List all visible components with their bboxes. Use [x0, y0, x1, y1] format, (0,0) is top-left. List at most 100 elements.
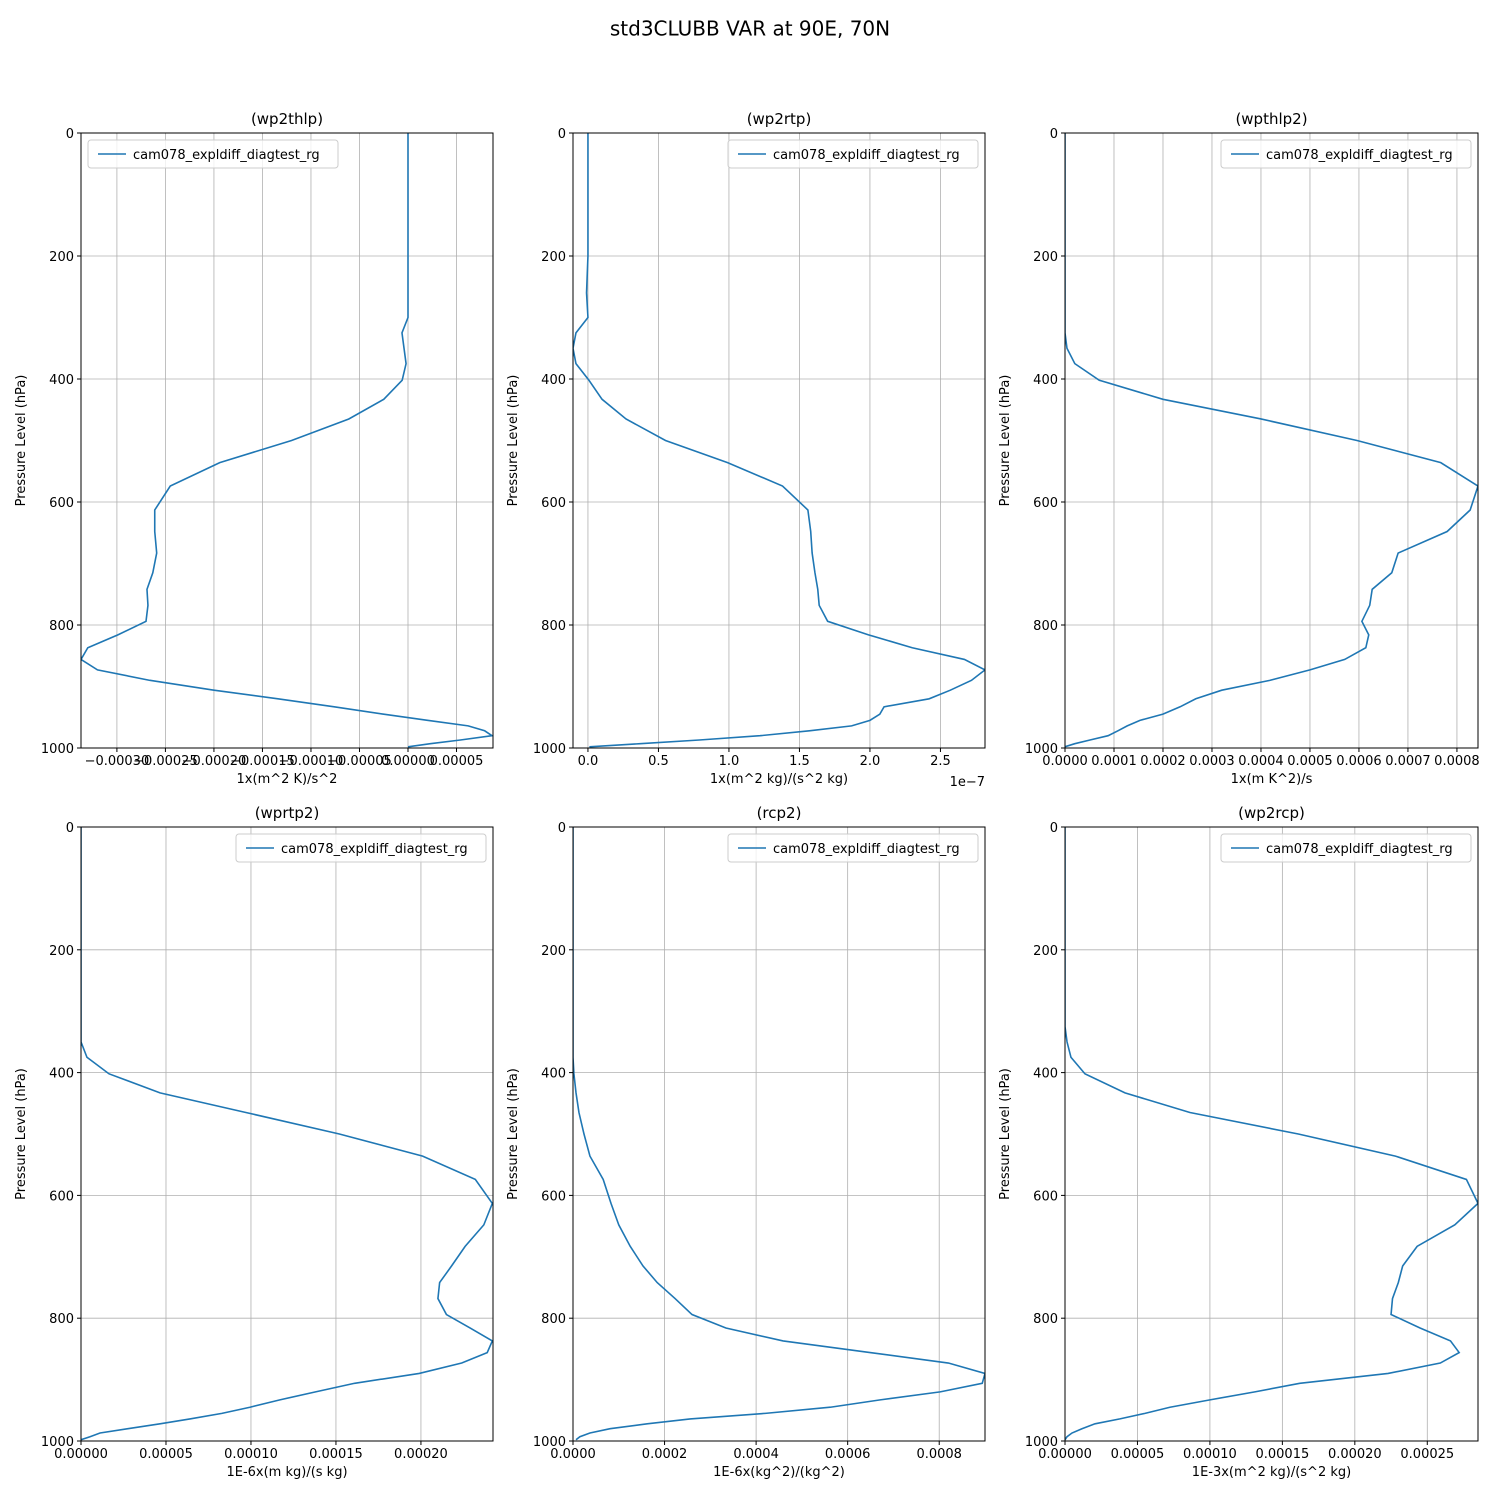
x-axis-label: 1x(m K^2)/s: [1231, 772, 1313, 787]
x-tick-label: 2.0: [860, 754, 881, 769]
y-tick-label: 0: [1050, 127, 1058, 142]
x-tick-label: 0.00015: [309, 1447, 363, 1462]
y-tick-label: 0: [558, 127, 566, 142]
y-tick-label: 0: [66, 127, 74, 142]
axes-frame: [1064, 826, 1479, 1442]
y-tick-label: 0: [66, 821, 74, 836]
x-tick-label: 0.0005: [1287, 754, 1333, 769]
y-tick-label: 800: [541, 619, 566, 634]
legend-label: cam078_expldiff_diagtest_rg: [773, 148, 960, 163]
y-tick-label: 200: [49, 250, 74, 265]
x-tick-label: 0.00020: [394, 1447, 448, 1462]
figure-title: std3CLUBB VAR at 90E, 70N: [610, 17, 890, 41]
profile-line: [1065, 133, 1478, 748]
legend-box: [1220, 139, 1472, 169]
profile-line: [81, 133, 493, 748]
subplot: 0.00000 0.00005 0.00010 0.00015 0.00020 0 200 4…: [14, 804, 494, 1480]
y-tick-label: 600: [49, 496, 74, 511]
y-tick-label: 1000: [41, 1435, 74, 1450]
y-tick-label: 1000: [1025, 1435, 1058, 1450]
x-tick-label: 0.0008: [1434, 754, 1480, 769]
x-tick-label: 0.00000: [1038, 1447, 1092, 1462]
legend-box: [727, 139, 979, 169]
subplot-title: (wpthlp2): [1235, 110, 1307, 128]
y-tick-label: 400: [541, 373, 566, 388]
y-tick-label: 600: [541, 1189, 566, 1204]
x-tick-label: 0.0004: [733, 1447, 779, 1462]
subplot-title: (rcp2): [757, 804, 802, 822]
y-tick-label: 400: [1033, 373, 1058, 388]
x-tick-label: 0.00005: [1111, 1447, 1165, 1462]
legend-label: cam078_expldiff_diagtest_rg: [133, 148, 320, 163]
subplot-title: (wprtp2): [255, 804, 320, 822]
y-tick-label: 800: [49, 619, 74, 634]
subplot: 0.0000 0.0002 0.0004 0.0006 0.0008 0 200 400 600…: [506, 804, 986, 1480]
x-tick-label: 0.00010: [1183, 1447, 1237, 1462]
axes-frame: [80, 826, 494, 1442]
x-tick-label: −0.00020: [182, 754, 247, 769]
y-tick-label: 1000: [1025, 742, 1058, 757]
profile-line: [573, 133, 985, 748]
y-tick-label: 200: [49, 944, 74, 959]
y-tick-label: 600: [1033, 496, 1058, 511]
x-tick-label: 0.0006: [1336, 754, 1382, 769]
x-tick-label: 0.00005: [430, 754, 484, 769]
x-tick-label: 0.00000: [54, 1447, 108, 1462]
axes-frame: [572, 826, 986, 1442]
subplot: 0.0 0.5 1.0 1.5 2.0 2.5 0 200 400 600 800 1000 (wp2r…: [506, 110, 986, 790]
x-tick-label: 0.0008: [916, 1447, 962, 1462]
y-tick-label: 0: [558, 821, 566, 836]
y-tick-label: 1000: [533, 742, 566, 757]
x-tick-label: 0.0000: [1042, 754, 1088, 769]
y-tick-label: 0: [1050, 821, 1058, 836]
x-axis-label: 1E-3x(m^2 kg)/(s^2 kg): [1192, 1465, 1351, 1480]
x-tick-label: 2.5: [930, 754, 951, 769]
subplot-title: (wp2rtp): [747, 110, 812, 128]
subplot-title: (wp2thlp): [251, 110, 323, 128]
y-tick-label: 200: [541, 944, 566, 959]
x-tick-label: 0.5: [648, 754, 669, 769]
y-tick-label: 600: [49, 1189, 74, 1204]
axes-frame: [1064, 132, 1479, 749]
subplot: 0.00000 0.00005 0.00010 0.00015 0.00020 0.000…: [998, 804, 1479, 1480]
legend-box: [727, 833, 979, 863]
x-tick-label: −0.00030: [85, 754, 150, 769]
subplot: −0.00030−0.00025−0.00020−0.00015−0.00010…: [14, 110, 494, 787]
x-axis-label: 1x(m^2 K)/s^2: [237, 772, 338, 787]
y-tick-label: 400: [49, 373, 74, 388]
y-tick-label: 1000: [41, 742, 74, 757]
y-axis-label: Pressure Level (hPa): [998, 1068, 1013, 1200]
subplot-title: (wp2rcp): [1238, 804, 1305, 822]
y-tick-label: 400: [541, 1067, 566, 1082]
y-tick-label: 200: [1033, 944, 1058, 959]
x-tick-label: 0.0: [578, 754, 599, 769]
x-tick-label: 0.00020: [1328, 1447, 1382, 1462]
profile-line: [81, 827, 493, 1441]
y-tick-label: 600: [1033, 1189, 1058, 1204]
x-tick-label: 0.00005: [139, 1447, 193, 1462]
x-tick-label: 0.0003: [1189, 754, 1235, 769]
x-tick-label: 0.0002: [1140, 754, 1186, 769]
y-tick-label: 1000: [533, 1435, 566, 1450]
x-tick-label: 0.00025: [1400, 1447, 1454, 1462]
y-tick-label: 800: [1033, 619, 1058, 634]
y-axis-label: Pressure Level (hPa): [14, 375, 29, 507]
x-tick-label: 1.0: [719, 754, 740, 769]
y-tick-label: 400: [49, 1067, 74, 1082]
x-offset-label: 1e−7: [950, 775, 985, 790]
legend-box: [235, 833, 487, 863]
x-tick-label: 0.00015: [1255, 1447, 1309, 1462]
legend-label: cam078_expldiff_diagtest_rg: [773, 842, 960, 857]
y-axis-label: Pressure Level (hPa): [506, 375, 521, 507]
axes-frame: [80, 132, 494, 749]
y-axis-label: Pressure Level (hPa): [14, 1068, 29, 1200]
x-tick-label: 0.0001: [1091, 754, 1137, 769]
x-axis-label: 1x(m^2 kg)/(s^2 kg): [710, 772, 848, 787]
y-tick-label: 200: [1033, 250, 1058, 265]
x-tick-label: 0.00000: [381, 754, 435, 769]
profile-line: [1065, 827, 1478, 1441]
x-tick-label: 0.0006: [825, 1447, 871, 1462]
legend-box: [87, 139, 339, 169]
subplot: 0.0000 0.0001 0.0002 0.0003 0.0004 0.0005 0.00…: [998, 110, 1480, 787]
